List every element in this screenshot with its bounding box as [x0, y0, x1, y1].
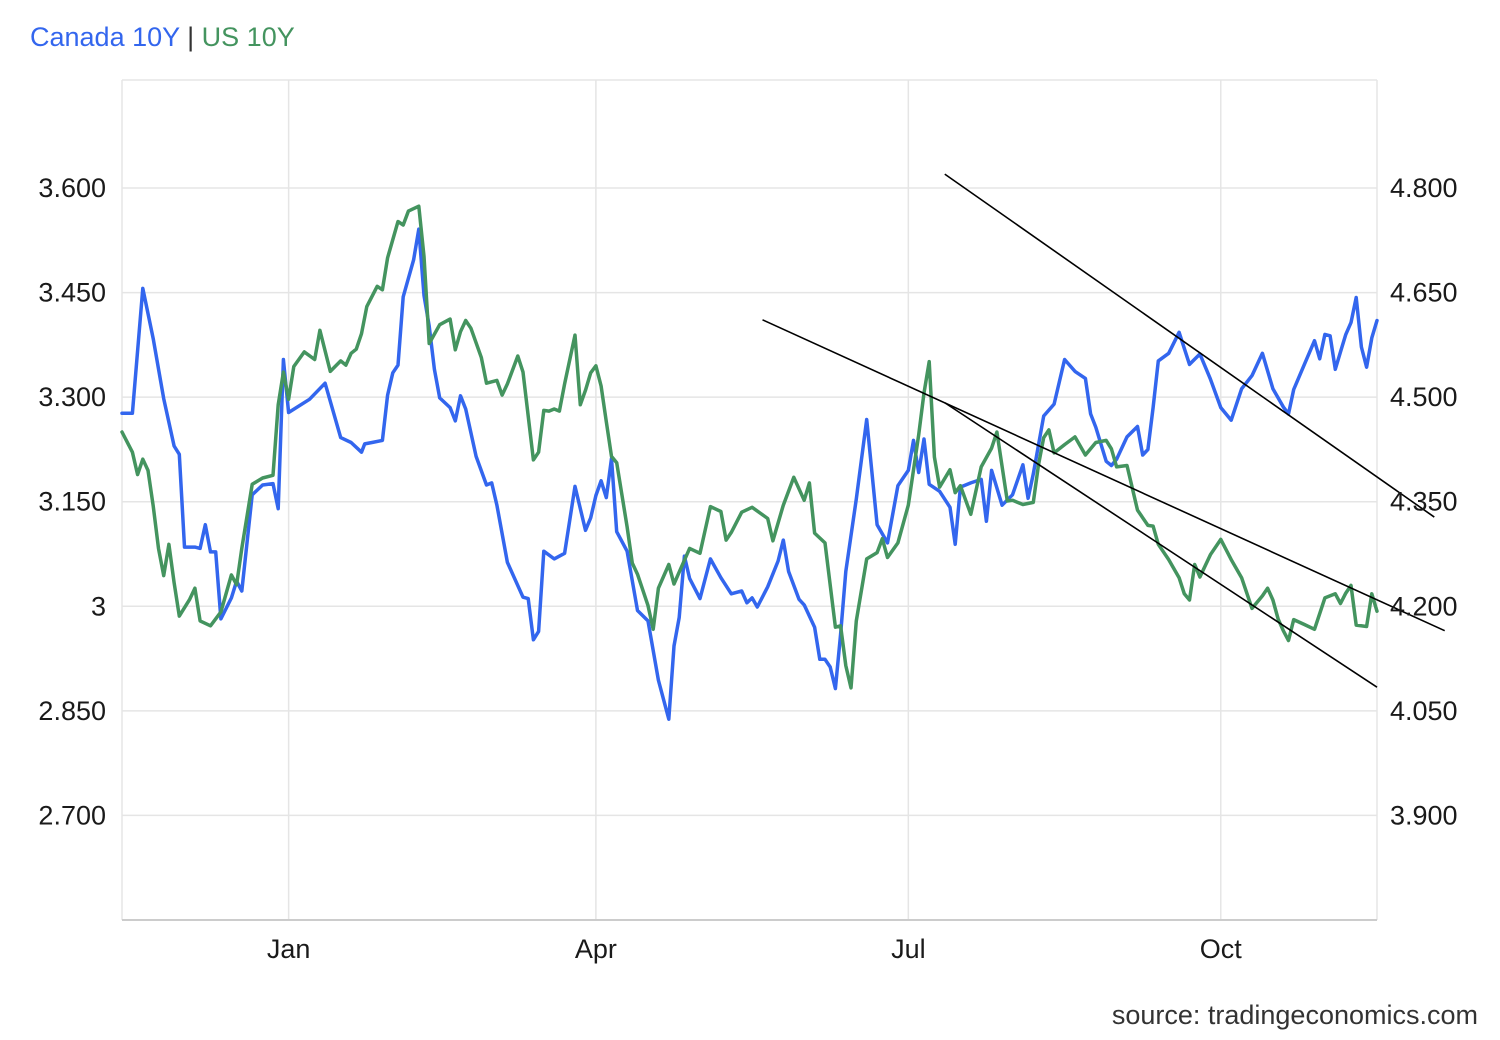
y-right-tick-label: 4.800	[1390, 173, 1458, 203]
x-tick-label: Apr	[575, 934, 617, 964]
chart-legend: Canada 10Y | US 10Y	[30, 22, 295, 53]
y-left-tick-label: 2.850	[38, 696, 106, 726]
legend-us-10y[interactable]: US 10Y	[201, 22, 295, 52]
y-right-tick-label: 3.900	[1390, 800, 1458, 830]
x-tick-label: Oct	[1200, 934, 1243, 964]
y-right-tick-label: 4.050	[1390, 696, 1458, 726]
tick-labels: 3.600 3.450 3.300 3.150 3 2.850 2.700 4.800 4.65…	[38, 173, 1457, 964]
series-line-canada-10y	[120, 227, 1379, 721]
source-credit[interactable]: source: tradingeconomics.com	[1111, 1000, 1478, 1030]
legend-separator: |	[179, 22, 202, 52]
series-lines	[120, 204, 1379, 721]
y-right-tick-label: 4.650	[1390, 278, 1458, 308]
y-right-tick-label: 4.350	[1390, 487, 1458, 517]
y-left-tick-label: 3.600	[38, 173, 106, 203]
trendline-3	[944, 402, 1378, 688]
y-left-tick-label: 3.300	[38, 382, 106, 412]
x-tick-label: Jan	[267, 934, 311, 964]
x-tick-label: Jul	[891, 934, 926, 964]
y-left-tick-label: 2.700	[38, 800, 106, 830]
y-left-tick-label: 3	[91, 591, 106, 621]
y-right-tick-label: 4.500	[1390, 382, 1458, 412]
y-left-tick-label: 3.150	[38, 487, 106, 517]
trendline-1	[944, 173, 1435, 518]
grid-lines	[122, 79, 1377, 920]
legend-canada-10y[interactable]: Canada 10Y	[30, 22, 180, 52]
axes	[121, 80, 1378, 921]
trendlines	[762, 173, 1446, 688]
series-line-us-10y	[120, 204, 1379, 690]
y-right-tick-label: 4.200	[1390, 591, 1458, 621]
trendline-2	[762, 319, 1446, 632]
y-left-tick-label: 3.450	[38, 278, 106, 308]
